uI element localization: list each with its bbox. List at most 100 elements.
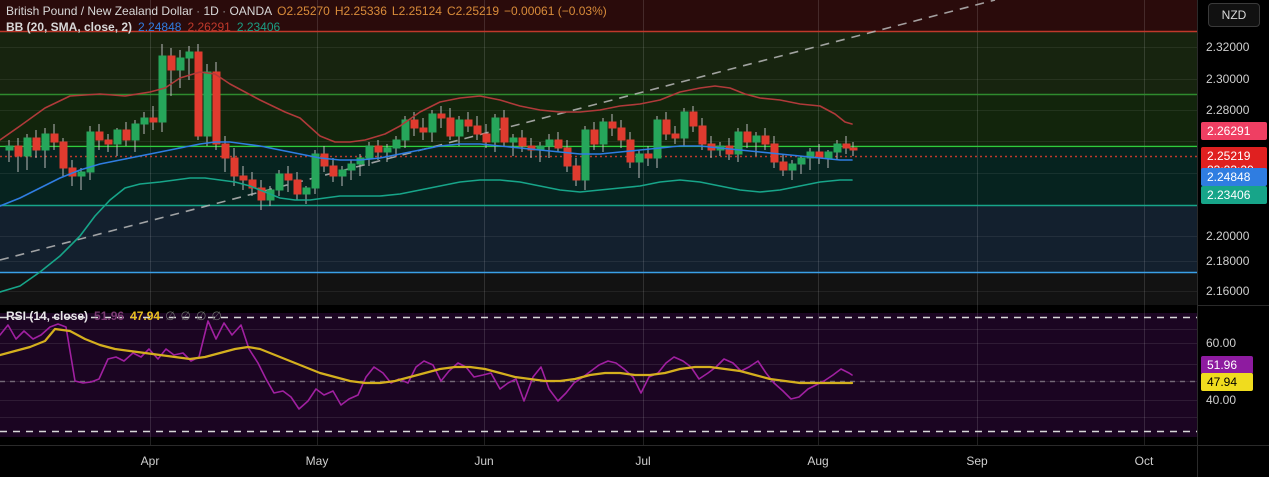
candle-body[interactable] [428, 113, 437, 133]
candle-body[interactable] [383, 147, 392, 153]
price-pane[interactable] [0, 0, 1197, 305]
bb-upper-line[interactable] [0, 71, 853, 143]
candle-body[interactable] [662, 119, 671, 135]
candle-body[interactable] [635, 153, 644, 163]
candle-body[interactable] [329, 165, 338, 177]
candle-body[interactable] [203, 71, 212, 137]
candle-body[interactable] [779, 161, 788, 171]
candle-body[interactable] [284, 173, 293, 181]
candle-body[interactable] [230, 157, 239, 177]
rsi-pill-1[interactable]: 47.94 [1201, 373, 1253, 391]
candle-body[interactable] [185, 51, 194, 59]
rsi-pill-0[interactable]: 51.96 [1201, 356, 1253, 374]
candle-body[interactable] [257, 187, 266, 201]
candle-body[interactable] [788, 163, 797, 171]
candle-body[interactable] [581, 129, 590, 181]
price-axis[interactable]: NZD 2.32000 2.30000 2.28000 2.20000 2.18000 2… [1197, 0, 1269, 445]
candle-body[interactable] [842, 143, 851, 149]
time-axis[interactable]: Apr May Jun Jul Aug Sep Oct [0, 445, 1197, 477]
candle-body[interactable] [797, 157, 806, 165]
candle-body[interactable] [212, 71, 221, 145]
candle-body[interactable] [419, 127, 428, 133]
candle-body[interactable] [59, 141, 68, 169]
candle-body[interactable] [23, 137, 32, 157]
candle-body[interactable] [698, 125, 707, 145]
candle-body[interactable] [563, 147, 572, 167]
candle-body[interactable] [311, 153, 320, 189]
candle-body[interactable] [849, 147, 858, 151]
candle-body[interactable] [239, 175, 248, 181]
candle-body[interactable] [113, 129, 122, 145]
candle-body[interactable] [590, 129, 599, 145]
bb-basis-line[interactable] [0, 141, 853, 207]
candle-body[interactable] [824, 151, 833, 159]
candle-body[interactable] [644, 153, 653, 159]
candle-body[interactable] [689, 111, 698, 127]
candle-body[interactable] [617, 127, 626, 141]
candle-body[interactable] [671, 133, 680, 139]
candle-body[interactable] [5, 145, 14, 151]
rsi-legend[interactable]: RSI (14, close) 51.96 47.94 ∅ ∅ ∅ ∅ [6, 309, 222, 323]
candle-body[interactable] [761, 135, 770, 145]
candle-body[interactable] [122, 129, 131, 141]
candle-body[interactable] [275, 173, 284, 191]
candle-body[interactable] [437, 113, 446, 119]
candle-body[interactable] [833, 143, 842, 153]
candle-body[interactable] [95, 131, 104, 141]
candle-body[interactable] [491, 117, 500, 143]
candle-body[interactable] [167, 55, 176, 71]
candle-body[interactable] [509, 137, 518, 143]
candle-body[interactable] [14, 145, 23, 157]
candle-body[interactable] [806, 151, 815, 159]
currency-badge[interactable]: NZD [1208, 3, 1260, 27]
candle-body[interactable] [500, 117, 509, 143]
candle-body[interactable] [131, 123, 140, 141]
candle-body[interactable] [365, 145, 374, 159]
rsi-sma-line[interactable] [0, 327, 854, 385]
candle-body[interactable] [104, 139, 113, 145]
candle-body[interactable] [221, 143, 230, 159]
candle-body[interactable] [482, 133, 491, 143]
candle-body[interactable] [77, 171, 86, 177]
price-pill-3[interactable]: 2.23406 [1201, 186, 1267, 204]
price-pill-2[interactable]: 2.24848 [1201, 168, 1267, 186]
candle-body[interactable] [464, 119, 473, 127]
candle-body[interactable] [248, 179, 257, 189]
candle-body[interactable] [338, 169, 347, 177]
candle-body[interactable] [455, 119, 464, 137]
candle-body[interactable] [743, 131, 752, 143]
candle-body[interactable] [608, 121, 617, 129]
price-pill-0[interactable]: 2.26291 [1201, 122, 1267, 140]
candle-body[interactable] [680, 111, 689, 139]
candle-body[interactable] [599, 121, 608, 145]
candle-body[interactable] [545, 139, 554, 147]
rsi-pane[interactable] [0, 305, 1197, 445]
candle-body[interactable] [176, 57, 185, 71]
candle-body[interactable] [401, 119, 410, 141]
candle-body[interactable] [140, 117, 149, 125]
candle-body[interactable] [194, 51, 203, 137]
candle-body[interactable] [86, 131, 95, 173]
candle-body[interactable] [734, 131, 743, 155]
candle-body[interactable] [374, 145, 383, 153]
candle-body[interactable] [446, 117, 455, 137]
candle-body[interactable] [752, 135, 761, 143]
candle-body[interactable] [518, 137, 527, 147]
candle-body[interactable] [653, 119, 662, 159]
candle-body[interactable] [293, 179, 302, 195]
candles[interactable] [5, 44, 858, 210]
candle-body[interactable] [410, 119, 419, 129]
candle-body[interactable] [356, 157, 365, 165]
candle-body[interactable] [302, 187, 311, 195]
candle-body[interactable] [473, 125, 482, 135]
bb-lower-line[interactable] [0, 177, 853, 293]
candle-body[interactable] [554, 139, 563, 149]
bb-legend[interactable]: BB (20, SMA, close, 2) 2.24848 2.26291 2.23… [6, 20, 280, 34]
candle-body[interactable] [149, 117, 158, 123]
candle-body[interactable] [392, 139, 401, 149]
candle-body[interactable] [320, 153, 329, 167]
candle-body[interactable] [50, 133, 59, 143]
candle-body[interactable] [347, 163, 356, 171]
candle-body[interactable] [725, 145, 734, 155]
candle-body[interactable] [41, 133, 50, 151]
